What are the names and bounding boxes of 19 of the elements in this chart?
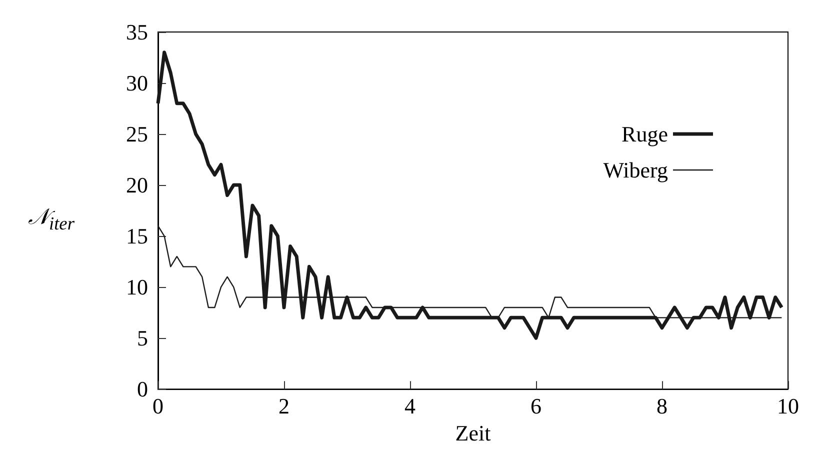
x-axis-title: Zeit [455,420,491,446]
y-tick-label: 25 [126,122,148,147]
x-tick-label: 8 [656,394,668,419]
y-tick-label: 15 [126,224,148,249]
x-tick-label: 0 [152,394,164,419]
legend-label: Ruge [622,122,668,146]
x-tick-label: 10 [777,394,799,419]
x-tick-label: 6 [530,394,542,419]
y-tick-label: 0 [137,376,148,402]
line-series [156,50,784,340]
y-tick-label: 10 [126,274,148,300]
y-tick-label: 5 [137,326,148,351]
y-axis-title: 𝒩$_{iter}$ [28,204,74,234]
y-tick-label: 30 [126,70,148,96]
legend-label: Wiberg [603,158,668,182]
x-tick-label: 4 [404,394,416,419]
y-tick-label: 20 [126,172,148,198]
y-tick-label: 35 [126,20,148,44]
x-tick-label: 2 [278,394,290,419]
